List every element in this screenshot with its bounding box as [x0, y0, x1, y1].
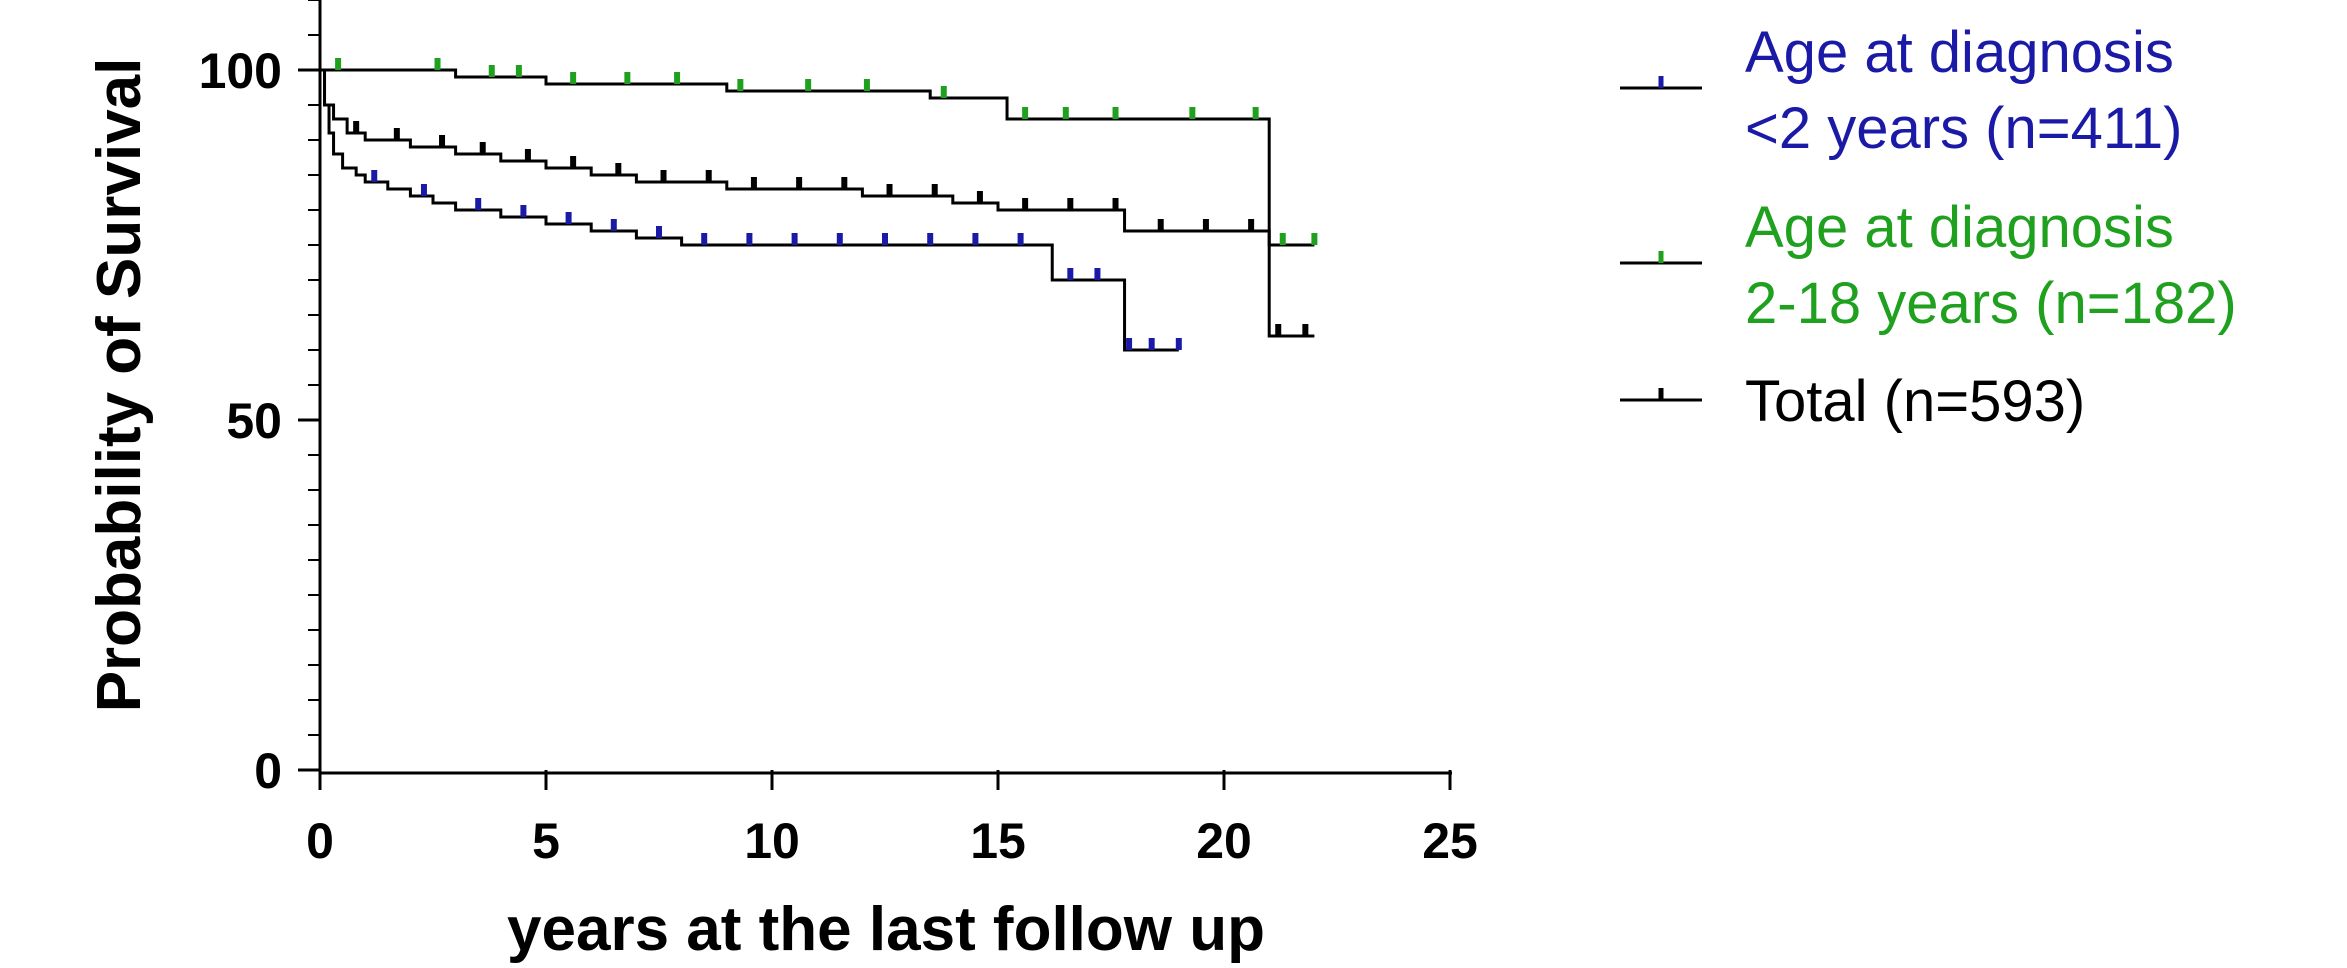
- legend-item-under-2: Age at diagnosis <2 years (n=411): [1620, 20, 2182, 161]
- x-tick-label: 0: [306, 813, 334, 869]
- legend-label-2-18-line1: Age at diagnosis: [1745, 195, 2174, 260]
- y-axis-minor-ticks: [308, 0, 320, 736]
- survival-curve-1: [320, 68, 1315, 247]
- legend-label-under-2-line1: Age at diagnosis: [1745, 20, 2174, 85]
- y-tick-label: 0: [254, 743, 282, 799]
- legend-label-under-2-line2: <2 years (n=411): [1745, 96, 2182, 161]
- survival-curve-0: [320, 68, 1179, 352]
- x-tick-label: 10: [744, 813, 800, 869]
- x-tick-label: 20: [1196, 813, 1252, 869]
- legend: Age at diagnosis <2 years (n=411) Age at…: [1620, 20, 2237, 434]
- x-axis-ticks: 0 5 10 15 20 25: [306, 770, 1478, 869]
- y-axis-ticks: 0 50 100: [199, 43, 320, 799]
- legend-label-2-18-line2: 2-18 years (n=182): [1745, 271, 2237, 336]
- legend-item-total: Total (n=593): [1620, 369, 2085, 434]
- x-tick-label: 5: [532, 813, 560, 869]
- y-tick-label: 100: [199, 43, 282, 99]
- x-tick-label: 15: [970, 813, 1026, 869]
- legend-label-total: Total (n=593): [1745, 369, 2085, 434]
- y-axis-label: Probability of Survival: [85, 58, 154, 713]
- survival-curve-2: [320, 68, 1315, 338]
- y-tick-label: 50: [226, 393, 282, 449]
- legend-item-2-18: Age at diagnosis 2-18 years (n=182): [1620, 195, 2237, 336]
- x-axis-label: years at the last follow up: [507, 895, 1265, 964]
- x-tick-label: 25: [1422, 813, 1478, 869]
- survival-curves: [320, 58, 1318, 352]
